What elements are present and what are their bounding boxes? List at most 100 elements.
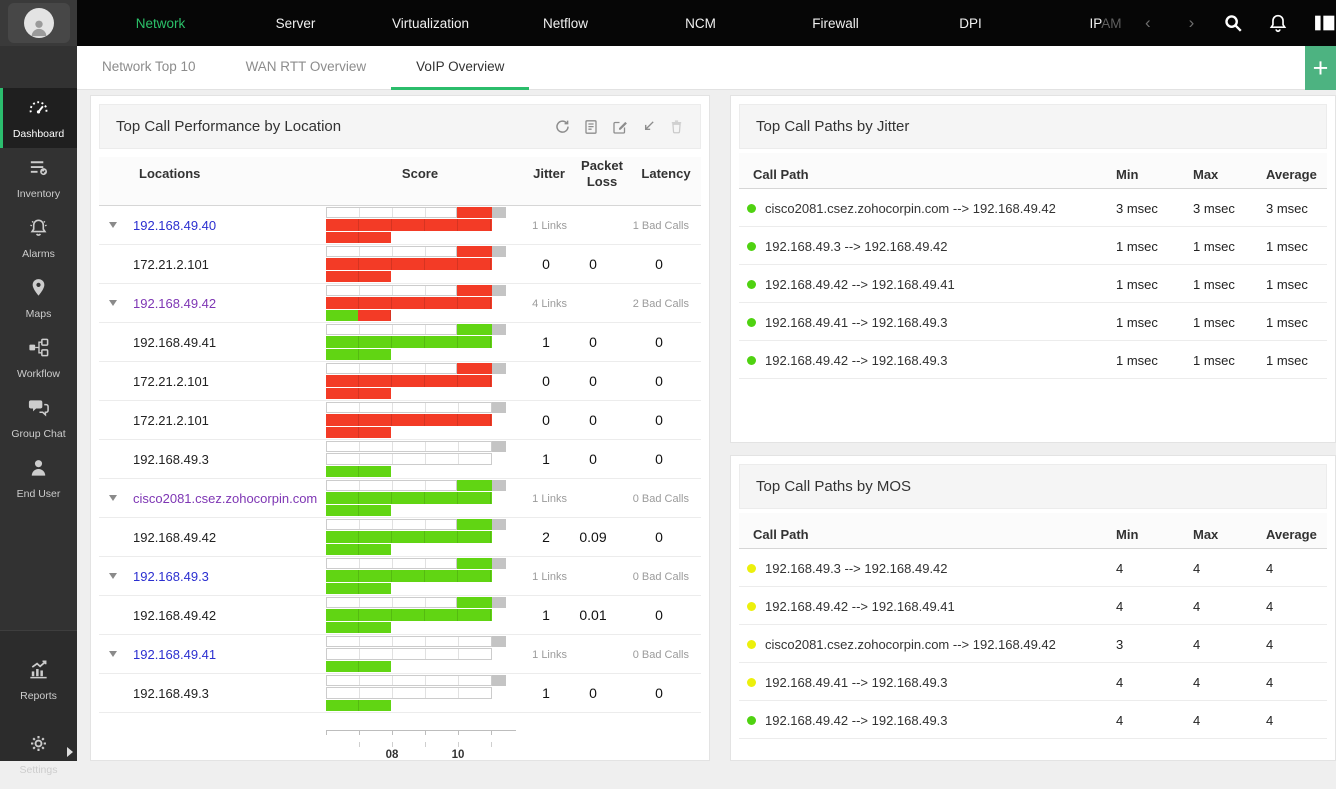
sidebar-item-inventory[interactable]: Inventory bbox=[0, 148, 77, 208]
sidebar-item-group-chat[interactable]: Group Chat bbox=[0, 388, 77, 448]
inventory-list-icon bbox=[27, 156, 50, 184]
location-group-row: 192.168.49.40 1 Links 1 Bad Calls bbox=[99, 206, 701, 245]
apps-panel-icon[interactable] bbox=[1312, 12, 1336, 34]
sidebar-item-end-user[interactable]: End User bbox=[0, 448, 77, 508]
min-value: 4 bbox=[1116, 561, 1124, 576]
collapse-row-icon[interactable] bbox=[109, 222, 117, 228]
collapse-row-icon[interactable] bbox=[109, 300, 117, 306]
score-tip-segment bbox=[457, 558, 492, 569]
bad-calls-label: 1 Bad Calls bbox=[632, 220, 689, 232]
latency-value: 0 bbox=[655, 373, 663, 389]
nav-item-ipam[interactable]: IPAM bbox=[1089, 15, 1122, 31]
avatar-person-icon bbox=[23, 8, 54, 38]
collapse-row-icon[interactable] bbox=[109, 495, 117, 501]
expand-settings-arrow-icon[interactable] bbox=[67, 747, 73, 757]
min-value: 4 bbox=[1116, 713, 1124, 728]
tab-voip-overview[interactable]: VoIP Overview bbox=[391, 46, 530, 90]
map-pin-icon bbox=[27, 276, 50, 304]
score-bar-chart bbox=[326, 674, 506, 713]
score-mid-bar bbox=[326, 492, 492, 504]
score-bar-chart bbox=[326, 206, 506, 245]
score-mid-bar bbox=[326, 297, 492, 309]
dashboard-gauge-icon bbox=[27, 96, 50, 124]
nav-item-ncm[interactable]: NCM bbox=[685, 15, 716, 31]
score-bottom-bar bbox=[326, 583, 391, 594]
min-value: 1 msec bbox=[1116, 353, 1158, 368]
table-header: Call Path Min Max Average bbox=[739, 153, 1327, 189]
jitter-value: 1 bbox=[542, 334, 550, 350]
col-locations: Locations bbox=[139, 166, 201, 181]
location-label: 172.21.2.101 bbox=[133, 257, 209, 272]
score-bar-chart bbox=[326, 401, 506, 440]
score-tip-segment bbox=[457, 480, 492, 491]
nav-item-netflow[interactable]: Netflow bbox=[542, 15, 588, 31]
axis-tick bbox=[392, 742, 393, 747]
user-avatar[interactable] bbox=[0, 0, 77, 46]
panel-call-paths-mos: Top Call Paths by MOS Call Path Min Max … bbox=[730, 455, 1336, 761]
score-bottom-bar bbox=[326, 310, 358, 321]
panel-header: Top Call Paths by MOS bbox=[739, 464, 1327, 509]
location-label: 172.21.2.101 bbox=[133, 413, 209, 428]
location-link[interactable]: 192.168.49.42 bbox=[133, 296, 217, 311]
call-path-row: 192.168.49.42 --> 192.168.49.3 1 msec 1 ms… bbox=[739, 341, 1327, 379]
nav-item-firewall[interactable]: Firewall bbox=[812, 15, 859, 31]
refresh-icon[interactable] bbox=[554, 119, 570, 135]
nav-item-virtualization[interactable]: Virtualization bbox=[391, 15, 470, 31]
panel-title: Top Call Paths by MOS bbox=[756, 478, 912, 495]
add-dashboard-button[interactable]: + bbox=[1305, 46, 1336, 90]
call-path-row: cisco2081.csez.zohocorpin.com --> 192.16… bbox=[739, 625, 1327, 663]
score-gray-cap bbox=[491, 285, 506, 296]
location-link[interactable]: 192.168.49.41 bbox=[133, 647, 217, 662]
min-value: 3 bbox=[1116, 637, 1124, 652]
score-mid-bar bbox=[326, 570, 492, 582]
nav-item-dpi[interactable]: DPI bbox=[959, 15, 982, 31]
min-value: 1 msec bbox=[1116, 239, 1158, 254]
nav-item-server[interactable]: Server bbox=[275, 15, 316, 31]
max-value: 1 msec bbox=[1193, 239, 1235, 254]
mos-rows: 192.168.49.3 --> 192.168.49.42 4 4 4 192.168… bbox=[739, 549, 1327, 739]
tab-network-top-10[interactable]: Network Top 10 bbox=[102, 59, 196, 74]
score-bottom-bar bbox=[326, 661, 391, 672]
sidebar-item-dashboard[interactable]: Dashboard bbox=[0, 88, 77, 148]
delete-icon[interactable] bbox=[669, 119, 684, 134]
bad-calls-label: 0 Bad Calls bbox=[632, 571, 689, 583]
call-path-row: 192.168.49.42 --> 192.168.49.3 4 4 4 bbox=[739, 701, 1327, 739]
score-mid-bar bbox=[326, 453, 492, 465]
tab-wan-rtt-overview[interactable]: WAN RTT Overview bbox=[245, 59, 367, 74]
nav-next-chevron-icon[interactable]: › bbox=[1188, 13, 1195, 32]
sidebar-item-label: End User bbox=[16, 488, 61, 500]
score-gray-cap bbox=[491, 597, 506, 608]
score-bar-chart bbox=[326, 284, 506, 323]
max-value: 1 msec bbox=[1193, 277, 1235, 292]
location-child-row: 192.168.49.41 1 0 0 bbox=[99, 323, 701, 362]
resize-icon[interactable] bbox=[641, 119, 656, 134]
collapse-row-icon[interactable] bbox=[109, 651, 117, 657]
axis-label: 10 bbox=[451, 749, 465, 761]
top-navigation-bar: Network Server Virtualization Netflow NCM Fir… bbox=[77, 0, 1336, 46]
location-link[interactable]: 192.168.49.40 bbox=[133, 218, 217, 233]
nav-prev-chevron-icon[interactable]: ‹ bbox=[1145, 13, 1151, 32]
score-mid-bar bbox=[326, 258, 492, 270]
search-icon[interactable] bbox=[1222, 12, 1244, 34]
location-link[interactable]: 192.168.49.3 bbox=[133, 569, 209, 584]
sidebar-item-alarms[interactable]: Alarms bbox=[0, 208, 77, 268]
sidebar-item-workflow[interactable]: Workflow bbox=[0, 328, 77, 388]
sidebar-item-settings[interactable]: Settings bbox=[0, 719, 77, 789]
nav-item-network[interactable]: Network bbox=[135, 15, 186, 31]
collapse-row-icon[interactable] bbox=[109, 573, 117, 579]
main-nav: Network Server Virtualization Netflow NCM Fir… bbox=[77, 16, 1173, 31]
location-link[interactable]: cisco2081.csez.zohocorpin.com bbox=[133, 491, 318, 506]
sidebar-item-maps[interactable]: Maps bbox=[0, 268, 77, 328]
score-bar-chart bbox=[326, 479, 506, 518]
score-scale-bar bbox=[326, 597, 458, 608]
score-tip-segment bbox=[457, 207, 492, 218]
score-tip-segment bbox=[457, 519, 492, 530]
edit-icon[interactable] bbox=[612, 119, 628, 135]
sidebar-item-reports[interactable]: Reports bbox=[0, 645, 77, 715]
sidebar-item-label: Settings bbox=[19, 764, 58, 776]
export-icon[interactable] bbox=[583, 119, 599, 135]
call-path-row: 192.168.49.41 --> 192.168.49.3 4 4 4 bbox=[739, 663, 1327, 701]
score-bar-chart bbox=[326, 518, 506, 557]
notifications-bell-icon[interactable] bbox=[1267, 12, 1289, 34]
jitter-value: 0 bbox=[542, 373, 550, 389]
